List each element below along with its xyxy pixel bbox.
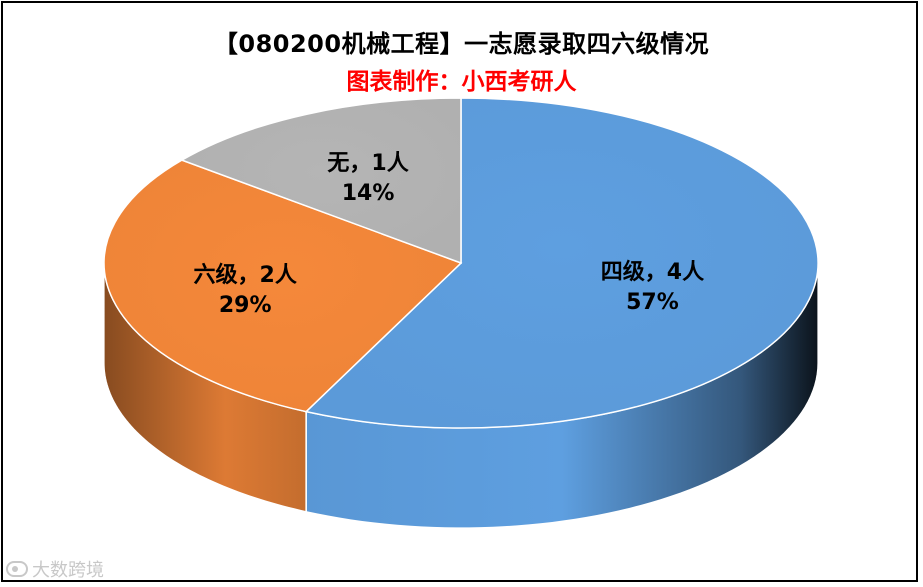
watermark-text: 大数跨境 [32, 560, 104, 581]
pie-percent-六级: 29% [219, 293, 272, 318]
pie-label-四级: 四级，4人 [601, 259, 704, 285]
pie-slice-四级 [304, 97, 819, 429]
pie-label-六级: 六级，2人 [194, 262, 297, 288]
watermark: 大数跨境 [6, 556, 104, 582]
pie-percent-无: 14% [342, 181, 395, 206]
pie-label-无: 无，1人 [327, 151, 408, 176]
pie-percent-四级: 57% [626, 290, 679, 315]
pie-slice-无 [180, 97, 462, 265]
chart-title: 【080200机械工程】一志愿录取四六级情况 [213, 30, 710, 58]
chart-subtitle: 图表制作：小西考研人 [346, 69, 577, 95]
pie-slice-六级 [103, 159, 463, 413]
watermark-logo-icon [6, 561, 28, 577]
